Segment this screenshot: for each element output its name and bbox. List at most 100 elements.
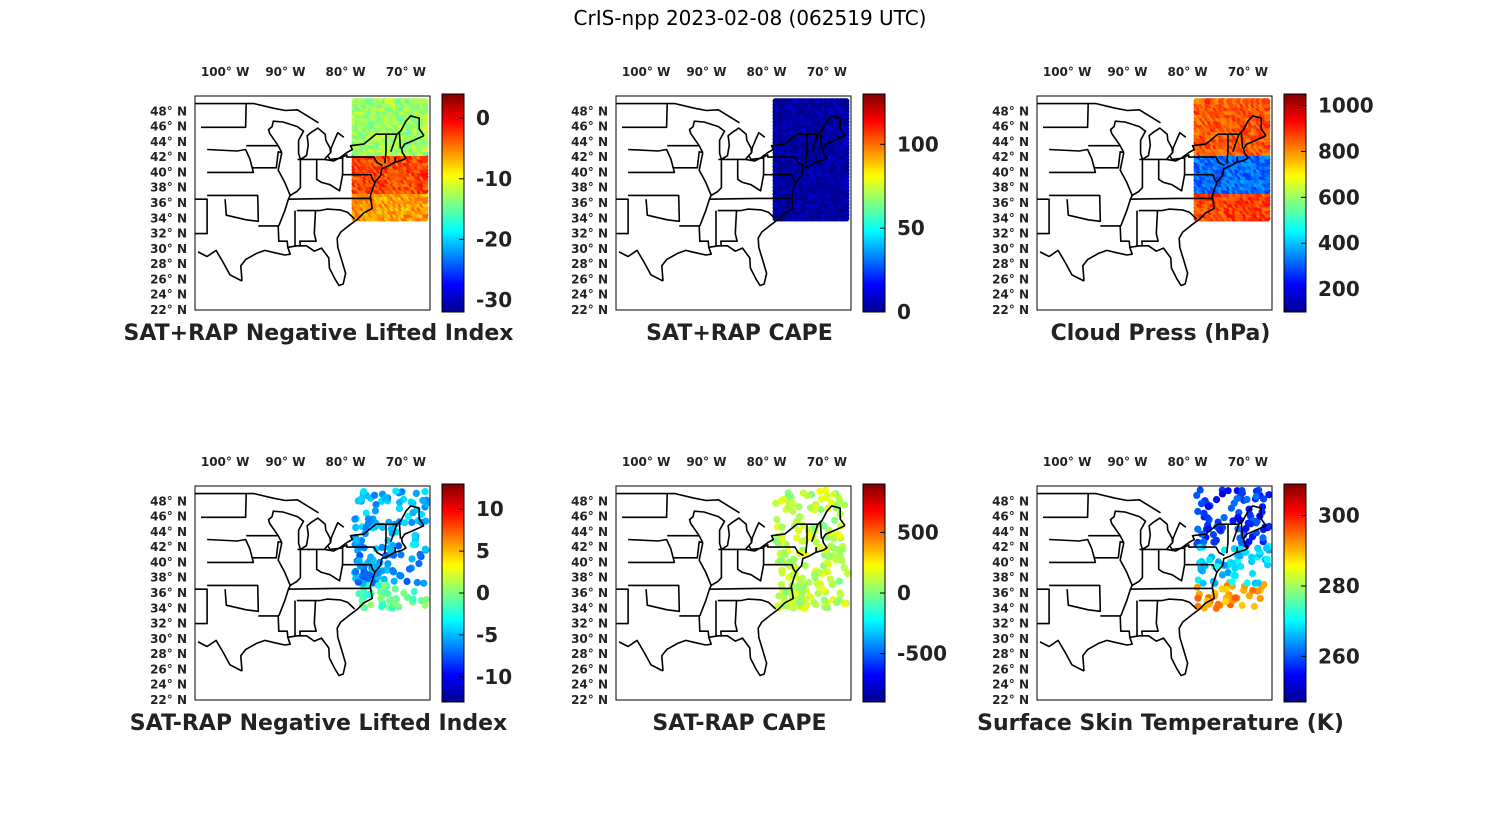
data-point <box>355 590 363 598</box>
lon-label: 80° W <box>1168 65 1208 79</box>
lat-label: 34° N <box>992 601 1029 615</box>
state-border <box>1049 194 1102 223</box>
data-point <box>1214 600 1222 609</box>
data-point <box>779 495 788 504</box>
lat-label: 40° N <box>150 555 187 569</box>
lat-label: 46° N <box>992 120 1029 134</box>
panel-title: SAT+RAP Negative Lifted Index <box>124 321 514 346</box>
lat-label: 36° N <box>992 196 1029 210</box>
data-point <box>395 542 403 550</box>
colorbar <box>1283 93 1307 313</box>
state-border <box>1184 154 1225 167</box>
map-panel-2: 100° W 90° W 80° W 70° W 48° N 46° N44° N42° … <box>571 65 939 346</box>
data-point <box>801 604 809 612</box>
state-border <box>717 208 777 220</box>
coastline <box>660 524 846 677</box>
data-point <box>1204 503 1212 511</box>
state-border <box>390 133 398 153</box>
data-point <box>1245 538 1253 546</box>
data-point <box>1253 518 1261 526</box>
data-point <box>422 98 429 105</box>
lon-label: 90° W <box>265 65 305 79</box>
state-border <box>622 493 668 519</box>
state-boundaries <box>616 102 846 287</box>
lat-label: 46° N <box>150 120 187 134</box>
data-point <box>378 543 386 552</box>
data-point <box>407 498 415 506</box>
data-point <box>1197 500 1206 508</box>
data-point <box>1237 562 1245 571</box>
lon-label: 70° W <box>386 455 426 469</box>
state-boundaries <box>195 102 425 287</box>
data-point <box>827 498 836 506</box>
colorbar-tick-label: 500 <box>897 520 939 544</box>
state-border <box>628 538 676 564</box>
state-border <box>195 102 319 124</box>
data-point <box>840 599 848 608</box>
data-point <box>829 535 838 543</box>
state-border <box>252 540 282 559</box>
state-border <box>296 208 356 220</box>
state-border <box>1037 102 1161 124</box>
data-point <box>391 585 399 593</box>
data-point <box>1193 491 1201 499</box>
state-border <box>1130 587 1213 590</box>
data-point <box>797 594 805 602</box>
lon-label: 100° W <box>1043 455 1091 469</box>
state-border <box>298 210 317 247</box>
lat-label: 48° N <box>571 494 608 508</box>
colorbar-tick-label: -10 <box>476 665 512 689</box>
state-border <box>1157 159 1186 192</box>
state-border <box>252 151 282 169</box>
state-border <box>1226 524 1229 554</box>
state-border <box>1039 639 1085 672</box>
state-border <box>745 505 846 552</box>
state-border <box>197 249 243 282</box>
data-point <box>1238 601 1246 610</box>
state-border <box>324 115 425 162</box>
data-point <box>1200 509 1208 517</box>
data-point <box>789 500 797 508</box>
map-frame <box>1036 95 1273 311</box>
data-field <box>772 486 851 612</box>
state-border <box>1094 540 1124 559</box>
state-border <box>1100 615 1131 638</box>
data-point <box>775 592 783 600</box>
data-point <box>1263 555 1271 563</box>
lat-label: 28° N <box>992 257 1029 271</box>
colorbar-tick-label: -500 <box>897 642 947 666</box>
state-border <box>688 120 726 161</box>
state-border <box>267 120 305 161</box>
map-panel-5: 100° W 90° W 80° W 70° W 48° N 46° N44° N42° … <box>571 455 947 736</box>
lat-label: 42° N <box>150 540 187 554</box>
data-point <box>1218 571 1227 579</box>
data-point <box>415 560 423 568</box>
data-point <box>820 596 828 604</box>
lat-label: 38° N <box>150 571 187 585</box>
data-point <box>411 531 419 540</box>
lat-label: 36° N <box>571 586 608 600</box>
data-point <box>385 544 393 552</box>
data-point <box>790 555 798 564</box>
data-point <box>843 569 851 578</box>
data-point <box>782 588 790 596</box>
map-panel-3: 100° W 90° W 80° W 70° W 48° N 46° N44° N42° … <box>992 65 1374 346</box>
lat-label: 44° N <box>150 525 187 539</box>
state-border <box>1131 549 1144 587</box>
state-border <box>296 598 356 610</box>
data-point <box>362 509 370 517</box>
data-point <box>360 568 368 576</box>
lat-label: 48° N <box>992 494 1029 508</box>
data-point <box>777 581 786 589</box>
state-border <box>1157 549 1186 582</box>
state-border <box>315 549 344 582</box>
data-point <box>380 581 388 589</box>
state-border <box>1039 249 1085 282</box>
state-border <box>267 510 305 551</box>
lat-label: 48° N <box>150 494 187 508</box>
lat-label: 30° N <box>992 632 1029 646</box>
lat-label: 26° N <box>992 662 1029 676</box>
data-point <box>1212 536 1220 544</box>
state-boundaries <box>1037 492 1267 677</box>
